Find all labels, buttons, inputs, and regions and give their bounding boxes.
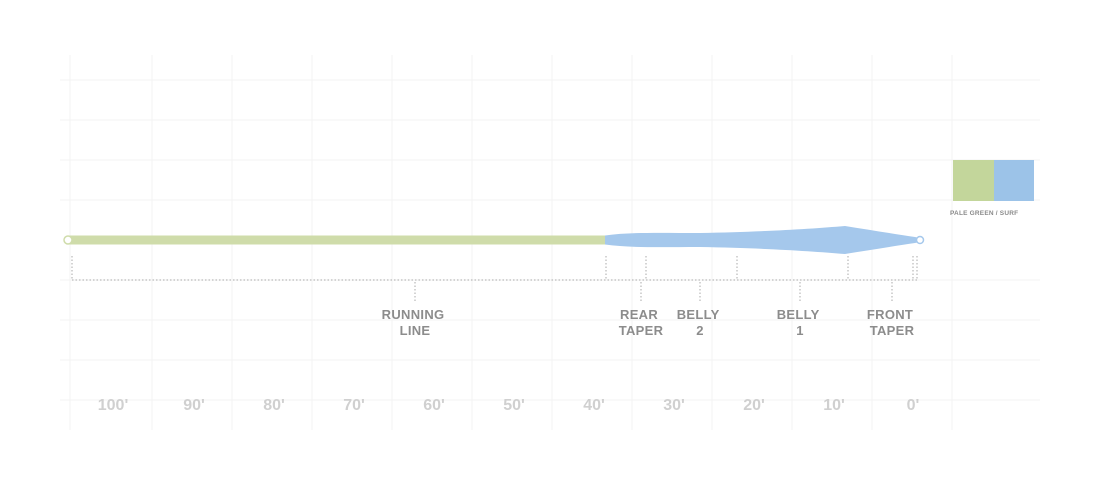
section-label-belly-1: BELLY 1: [777, 307, 824, 338]
legend-swatch-surf: [994, 160, 1034, 201]
axis-label: 70': [343, 397, 365, 414]
legend-swatch-pale-green: [953, 160, 994, 201]
line-tip-cap: [915, 235, 925, 245]
axis-label: 100': [98, 397, 129, 414]
axis-label: 40': [583, 397, 605, 414]
axis-label: 90': [183, 397, 205, 414]
color-legend: PALE GREEN / SURF: [950, 160, 1034, 217]
section-bracket: [71, 256, 918, 303]
running-line-segment: [67, 235, 606, 245]
axis-label: 60': [423, 397, 445, 414]
background-grid: [60, 55, 1040, 430]
legend-label: PALE GREEN / SURF: [950, 210, 1018, 217]
axis-label: 30': [663, 397, 685, 414]
section-labels: RUNNING LINE REAR TAPER BELLY 2 BELLY 1 …: [382, 307, 917, 338]
axis-label: 80': [263, 397, 285, 414]
section-label-rear-taper: REAR TAPER: [619, 307, 664, 338]
head-segment: [605, 226, 921, 254]
section-label-running-line: RUNNING LINE: [382, 307, 449, 338]
section-label-belly-2: BELLY 2: [677, 307, 724, 338]
distance-axis: 100' 90' 80' 70' 60' 50' 40' 30' 20' 10'…: [98, 397, 920, 414]
line-end-cap: [63, 235, 73, 245]
axis-label: 0': [907, 397, 920, 414]
section-label-front-taper: FRONT TAPER: [867, 307, 917, 338]
axis-label: 20': [743, 397, 765, 414]
axis-label: 50': [503, 397, 525, 414]
axis-label: 10': [823, 397, 845, 414]
fly-line: [63, 226, 925, 254]
